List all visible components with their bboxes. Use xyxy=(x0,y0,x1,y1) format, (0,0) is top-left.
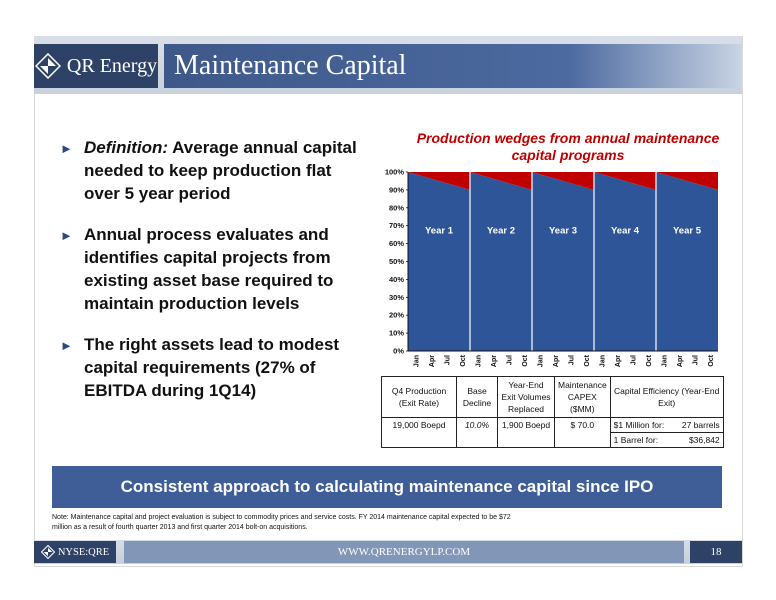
x-tick-label: Jul xyxy=(692,355,699,365)
y-tick-label: 30% xyxy=(389,293,404,302)
y-tick-label: 0% xyxy=(393,347,404,356)
x-tick-label: Apr xyxy=(491,355,498,367)
x-tick-label: Jan xyxy=(413,355,420,367)
x-tick-label: Oct xyxy=(646,354,653,366)
production-area xyxy=(470,172,532,351)
x-tick-label: Jan xyxy=(599,355,606,367)
bullet-text: The right assets lead to modest capital … xyxy=(84,335,340,400)
production-area xyxy=(532,172,594,351)
production-area xyxy=(408,172,470,351)
capital-table: Q4 Production (Exit Rate) Base Decline Y… xyxy=(381,376,724,448)
cell-efficiency-1: $1 Million for: 27 barrels xyxy=(609,417,724,433)
year-label: Year 5 xyxy=(673,225,702,236)
logo-text: QR Energy xyxy=(66,54,158,77)
table-header-row: Q4 Production (Exit Rate) Base Decline Y… xyxy=(381,376,724,418)
y-tick-label: 80% xyxy=(389,203,404,212)
production-area xyxy=(656,172,718,351)
year-label: Year 4 xyxy=(611,225,640,236)
qr-energy-logo-icon xyxy=(34,53,61,79)
bullet-arrow-icon: ► xyxy=(60,338,73,353)
eff2-value: $36,842 xyxy=(688,435,720,445)
summary-banner: Consistent approach to calculating maint… xyxy=(52,466,722,508)
x-tick-label: Oct xyxy=(522,354,529,366)
x-tick-label: Jul xyxy=(568,355,575,365)
y-tick-label: 20% xyxy=(389,311,404,320)
bullet-annual-process: ► Annual process evaluates and identifie… xyxy=(58,223,368,315)
header-decline: Base Decline xyxy=(456,376,498,418)
cell-volumes: 1,900 Boepd xyxy=(497,417,555,448)
eff1-value: 27 barrels xyxy=(681,420,720,430)
y-tick-label: 40% xyxy=(389,275,404,284)
cell-production: 19,000 Boepd xyxy=(381,417,457,448)
header-production: Q4 Production (Exit Rate) xyxy=(381,376,457,418)
cell-decline: 10.0% xyxy=(456,417,498,448)
bullet-text: Annual process evaluates and identifies … xyxy=(84,225,334,313)
bullet-arrow-icon: ► xyxy=(60,228,73,243)
bullet-list: ► Definition: Average annual capital nee… xyxy=(58,136,368,420)
year-label: Year 1 xyxy=(425,225,454,236)
table-row: 19,000 Boepd 10.0% 1,900 Boepd $ 70.0 $1… xyxy=(381,417,724,448)
chart-title: Production wedges from annual maintenanc… xyxy=(416,130,720,163)
x-tick-label: Jul xyxy=(506,355,513,365)
y-tick-label: 50% xyxy=(389,257,404,266)
x-tick-label: Apr xyxy=(677,355,684,367)
year-label: Year 3 xyxy=(549,225,577,236)
footer-url[interactable]: WWW.QRENERGYLP.COM xyxy=(124,541,684,563)
x-tick-label: Jul xyxy=(630,355,637,365)
header-efficiency: Capital Efficiency (Year-End Exit) xyxy=(609,376,724,418)
x-tick-label: Apr xyxy=(615,355,622,367)
header-capex: Maintenance CAPEX ($MM) xyxy=(554,376,611,418)
bullet-text: Average annual capital needed to keep pr… xyxy=(84,138,357,203)
x-tick-label: Jan xyxy=(537,355,544,367)
y-tick-label: 100% xyxy=(385,168,405,177)
bullet-right-assets: ► The right assets lead to modest capita… xyxy=(58,333,368,402)
cell-capex: $ 70.0 xyxy=(554,417,611,448)
bullet-definition: ► Definition: Average annual capital nee… xyxy=(58,136,368,205)
footnote: Note: Maintenance capital and project ev… xyxy=(52,514,511,531)
y-tick-label: 70% xyxy=(389,221,404,230)
footer-ticker: NYSE:QRE xyxy=(34,541,116,563)
x-tick-label: Oct xyxy=(584,354,591,366)
y-tick-label: 90% xyxy=(389,185,404,194)
header-volumes: Year-End Exit Volumes Replaced xyxy=(497,376,555,418)
year-label: Year 2 xyxy=(487,225,515,236)
x-tick-label: Jul xyxy=(444,355,451,365)
eff2-label: 1 Barrel for: xyxy=(613,435,659,445)
y-tick-label: 10% xyxy=(389,329,404,338)
page-title: Maintenance Capital xyxy=(174,50,407,81)
x-tick-label: Apr xyxy=(429,355,436,367)
page-number: 18 xyxy=(690,541,742,563)
qr-energy-logo-icon xyxy=(40,545,55,559)
production-area xyxy=(594,172,656,351)
cell-efficiency-2: 1 Barrel for: $36,842 xyxy=(609,432,724,448)
bullet-lead: Definition: xyxy=(84,138,169,157)
ticker-text: NYSE:QRE xyxy=(57,546,110,558)
eff1-label: $1 Million for: xyxy=(613,420,665,430)
y-tick-label: 60% xyxy=(389,239,404,248)
x-tick-label: Apr xyxy=(553,355,560,367)
x-tick-label: Oct xyxy=(460,354,467,366)
x-tick-label: Jan xyxy=(475,355,482,367)
x-tick-label: Jan xyxy=(661,355,668,367)
bullet-arrow-icon: ► xyxy=(60,141,73,156)
table-row: 1 Barrel for: $36,842 xyxy=(382,432,724,448)
title-box: Maintenance Capital xyxy=(164,44,742,88)
x-tick-label: Oct xyxy=(708,354,715,366)
production-wedge-chart: 0% 10% 20% 30% 40% 50% 60% 70% 80% 90% 100% Year 1 Y… xyxy=(385,168,718,367)
logo: QR Energy xyxy=(34,44,158,88)
